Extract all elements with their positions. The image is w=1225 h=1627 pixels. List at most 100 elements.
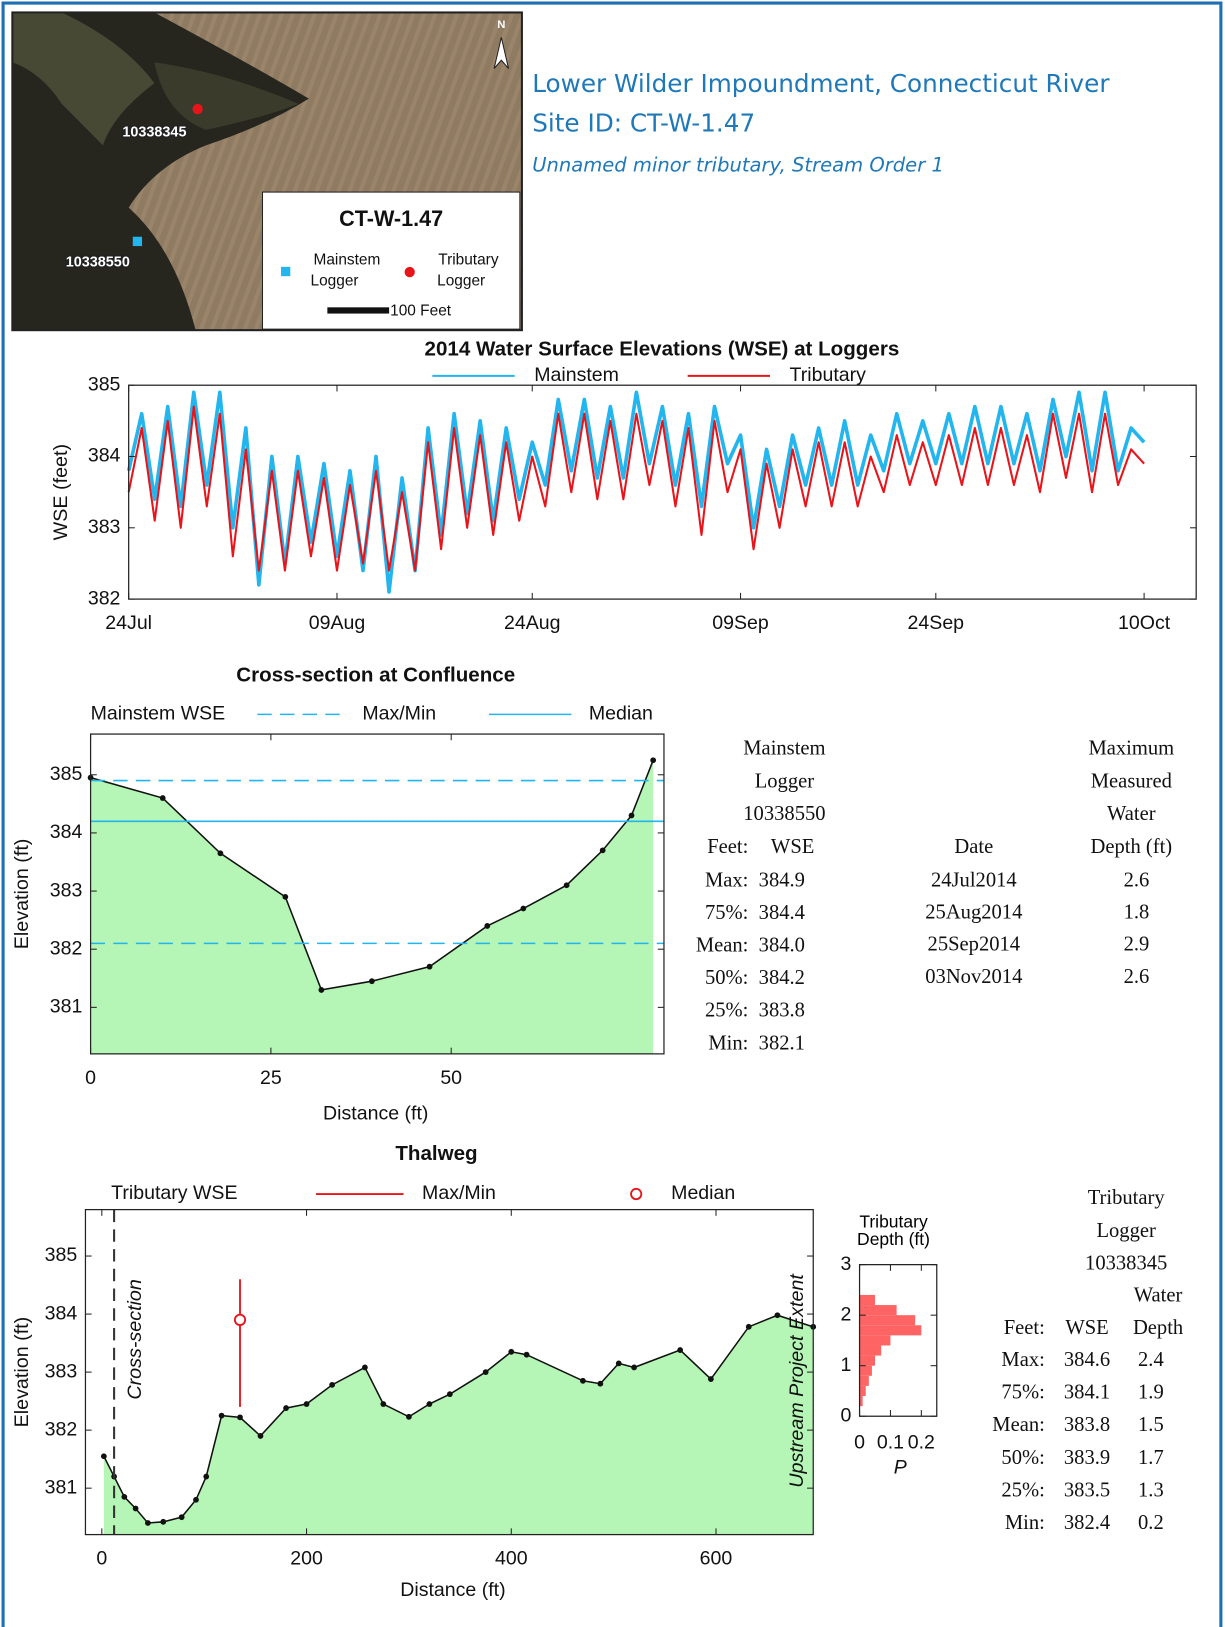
legend-swatch [405, 267, 415, 277]
profile-point [597, 1381, 603, 1387]
table-cell: 2.6 [1124, 869, 1150, 891]
page-title: Lower Wilder Impoundment, Connecticut Ri… [532, 69, 1110, 98]
histogram-bar [860, 1325, 922, 1335]
table-cell: 24Jul2014 [931, 869, 1017, 891]
y-axis-label: WSE (feet) [50, 444, 72, 540]
table-cell: 1.9 [1138, 1381, 1164, 1403]
histogram-bar [860, 1305, 897, 1315]
table-cell: 2.6 [1124, 966, 1150, 988]
table-header: WSE [1065, 1317, 1108, 1339]
table-cell: Mean: [696, 934, 749, 956]
chart-title: 2014 Water Surface Elevations (WSE) at L… [425, 337, 900, 360]
legend-label: Median [589, 702, 653, 724]
table-cell: 384.2 [759, 967, 805, 989]
chart-title: Tributary Depth (ft) [832, 1213, 956, 1261]
table-cell: Min: [1005, 1512, 1045, 1534]
y-tick-label: 383 [45, 1360, 78, 1382]
x-tick-label: 0 [854, 1431, 865, 1453]
legend-title: Tributary WSE [111, 1182, 237, 1204]
table-cell: 384.0 [759, 934, 805, 956]
x-tick-label: 50 [440, 1067, 462, 1089]
y-axis-label: Elevation (ft) [11, 1317, 33, 1428]
site-map: 10338345 10338550 N CT-W-1.47 Mainstem L… [12, 12, 522, 330]
histogram-bar [860, 1386, 866, 1396]
histogram-bar [860, 1345, 882, 1355]
profile-point [258, 1433, 264, 1439]
legend-label: Median [671, 1182, 735, 1204]
legend-label: Mainstem [534, 364, 619, 386]
profile-point [616, 1360, 622, 1366]
table-header: WSE [771, 836, 814, 858]
y-tick-label: 382 [45, 1418, 78, 1440]
table-cell: 383.8 [759, 1000, 805, 1022]
table-cell: 382.4 [1064, 1512, 1110, 1534]
y-tick-label: 381 [50, 995, 83, 1017]
profile-point [746, 1324, 752, 1330]
mainstem-logger-marker [133, 237, 142, 246]
x-tick-label: 09Aug [309, 612, 366, 634]
area-fill [104, 1315, 813, 1534]
histogram-bar [860, 1366, 872, 1376]
profile-point [101, 1453, 107, 1459]
table-cell: Max: [1001, 1349, 1044, 1371]
table-cell: Max: [705, 869, 748, 891]
profile-point [520, 906, 526, 912]
y-tick-label: 382 [88, 587, 121, 609]
table-cell: 25Aug2014 [925, 901, 1022, 923]
profile-point [160, 1519, 166, 1525]
profile-point [708, 1376, 714, 1382]
x-tick-label: 10Oct [1118, 612, 1171, 634]
table-cell: 50%: [705, 967, 748, 989]
x-tick-label: 0.1 [877, 1431, 904, 1453]
profile-point [600, 847, 606, 853]
map-legend-title: CT-W-1.47 [339, 206, 443, 231]
table-cell: 50%: [1001, 1447, 1044, 1469]
marker-label: 10338550 [66, 254, 130, 270]
x-tick-label: 200 [290, 1548, 323, 1570]
table-header: Feet: [707, 836, 748, 858]
table-title: Logger [755, 771, 815, 793]
table-cell: 1.8 [1124, 901, 1150, 923]
profile-point [564, 882, 570, 888]
x-axis-label: Distance (ft) [323, 1102, 428, 1124]
marker-label: 10338345 [122, 125, 186, 141]
profile-point [160, 795, 166, 801]
legend-title: Mainstem WSE [91, 702, 226, 724]
table-cell: 384.4 [759, 902, 805, 924]
north-label: N [497, 19, 505, 31]
series-line [129, 407, 1144, 571]
y-tick-label: 385 [50, 763, 83, 785]
legend-label: Logger [437, 272, 485, 289]
profile-point [580, 1378, 586, 1384]
legend-label: Mainstem [313, 252, 380, 269]
y-axis-label: Elevation (ft) [11, 839, 33, 950]
profile-point [237, 1414, 243, 1420]
profile-point [319, 987, 325, 993]
legend-swatch [631, 1189, 641, 1199]
table-title: Tributary [1088, 1187, 1166, 1209]
legend-label: Tributary [790, 364, 867, 386]
profile-point [283, 1405, 289, 1411]
y-tick-label: 383 [50, 879, 83, 901]
profile-point [193, 1497, 199, 1503]
legend-swatch [281, 267, 290, 276]
table-cell: 383.5 [1064, 1479, 1110, 1501]
histogram-bar [860, 1315, 916, 1325]
y-tick-label: 381 [45, 1476, 78, 1498]
table-cell: 384.9 [759, 869, 805, 891]
table-cell: 1.5 [1138, 1414, 1164, 1436]
profile-point [677, 1347, 683, 1353]
chart-title: Cross-section at Confluence [236, 663, 515, 686]
x-axis-label: Distance (ft) [400, 1579, 505, 1601]
y-tick-label: 384 [50, 821, 83, 843]
x-axis-label: P [894, 1456, 907, 1478]
table-header: Measured [1091, 771, 1173, 793]
profile-point [203, 1474, 209, 1480]
median-marker [235, 1315, 245, 1325]
profile-point [133, 1506, 139, 1512]
chart-title-text: Tributary Depth (ft) [847, 1213, 940, 1248]
table-cell: 2.9 [1124, 934, 1150, 956]
legend-label: Max/Min [362, 702, 436, 724]
profile-point [483, 1369, 489, 1375]
profile-point [508, 1349, 514, 1355]
